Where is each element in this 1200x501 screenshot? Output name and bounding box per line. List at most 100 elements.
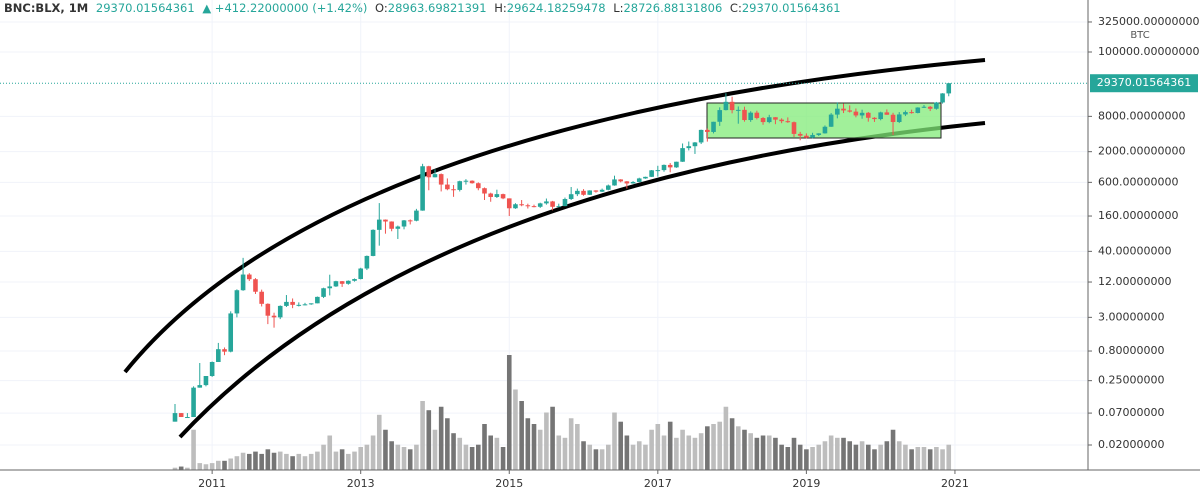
change: ▲ +412.22000000 (+1.42%) <box>202 1 367 15</box>
candle-body <box>575 190 580 195</box>
x-tick-label: 2021 <box>941 477 969 490</box>
candle-body <box>426 166 432 178</box>
volume-bar <box>896 441 902 470</box>
x-tick-label: 2019 <box>792 477 820 490</box>
candle-body <box>754 112 760 119</box>
candle-body <box>513 204 518 209</box>
x-tick-label: 2013 <box>347 477 375 490</box>
candle-body <box>284 301 289 306</box>
volume-bar <box>556 435 562 470</box>
volume-bar <box>339 449 345 470</box>
volume-bar <box>185 467 190 470</box>
volume-bar <box>847 441 853 470</box>
channel-upper <box>123 58 986 374</box>
candle-body <box>841 108 846 111</box>
volume-bar <box>290 456 295 470</box>
volume-bar <box>358 447 363 470</box>
volume-bar <box>816 444 822 470</box>
candle-body <box>358 268 363 280</box>
last: 29370.01564361 <box>96 1 195 15</box>
candle-body <box>896 114 902 123</box>
candle-body <box>859 112 865 116</box>
volume-bar <box>612 412 617 470</box>
volume-bar <box>246 453 252 470</box>
volume-bar <box>376 414 382 470</box>
volume-bar <box>172 467 178 470</box>
last-price-box <box>1090 74 1198 93</box>
candles <box>172 83 952 422</box>
candle-body <box>253 279 258 292</box>
volume-bar <box>655 424 661 470</box>
volume-bar <box>476 444 481 470</box>
candle-body <box>643 176 648 179</box>
candle-body <box>606 185 611 190</box>
volume-bar <box>562 437 568 470</box>
volume-bar <box>209 463 215 470</box>
candle-body <box>407 220 413 222</box>
candle-body <box>544 201 549 204</box>
volume-bar <box>822 441 828 470</box>
volume-bar <box>308 453 314 470</box>
candle-body <box>432 174 438 178</box>
volume-bar <box>872 449 877 470</box>
candle-body <box>661 164 667 171</box>
volume-bar <box>940 449 945 470</box>
volume-bar <box>581 441 586 470</box>
candle-body <box>482 188 487 194</box>
candle-body <box>376 219 382 230</box>
candle-body <box>835 108 840 115</box>
volume-bar <box>903 444 908 470</box>
volume-bar <box>346 453 351 470</box>
candle-body <box>742 109 747 121</box>
volume-bar <box>426 410 432 470</box>
symbol: BNC:BLX, 1M <box>4 1 88 15</box>
volume-bar <box>420 401 425 470</box>
volume-bar <box>878 444 883 470</box>
candle-body <box>531 206 537 208</box>
candle-body <box>259 291 264 304</box>
volume-bar <box>723 406 729 470</box>
channel-lower <box>178 121 986 439</box>
volume-bar <box>216 460 221 470</box>
volume-bar <box>927 449 933 470</box>
candle-body <box>828 114 834 127</box>
volume-bar <box>197 463 203 470</box>
volume-bar <box>234 456 240 470</box>
volume-bar <box>779 444 784 470</box>
volume-bar <box>643 444 648 470</box>
volume-pane <box>172 355 952 470</box>
legend-header: BNC:BLX, 1M 29370.01564361 ▲ +412.220000… <box>4 1 841 15</box>
candle-body <box>587 190 593 195</box>
candle-body <box>562 199 568 207</box>
candle-body <box>612 179 617 186</box>
candle-body <box>346 280 351 284</box>
candle-body <box>494 194 500 197</box>
candle-body <box>333 281 339 287</box>
candle-body <box>909 112 914 114</box>
candle-body <box>228 313 234 352</box>
candle-body <box>172 413 178 422</box>
volume-bar <box>934 447 939 470</box>
low: 28726.88131806 <box>623 1 722 15</box>
volume-bar <box>754 437 760 470</box>
y-tick-label: 3.00000000 <box>1098 310 1164 323</box>
volume-bar <box>370 435 376 470</box>
candle-body <box>816 133 822 135</box>
volume-bar <box>277 451 283 470</box>
candle-body <box>246 274 252 280</box>
candle-body <box>680 148 685 162</box>
candle-body <box>296 304 302 306</box>
candle-body <box>766 117 772 123</box>
volume-bar <box>438 406 444 470</box>
volume-bar <box>698 433 704 470</box>
candle-body <box>209 361 215 377</box>
candle-body <box>940 93 945 103</box>
x-tick-label: 2011 <box>198 477 226 490</box>
candle-body <box>636 178 642 182</box>
volume-bar <box>401 447 407 470</box>
volume-bar <box>178 466 184 470</box>
volume-bar <box>321 444 326 470</box>
candle-body <box>667 164 673 168</box>
candle-body <box>277 305 283 318</box>
